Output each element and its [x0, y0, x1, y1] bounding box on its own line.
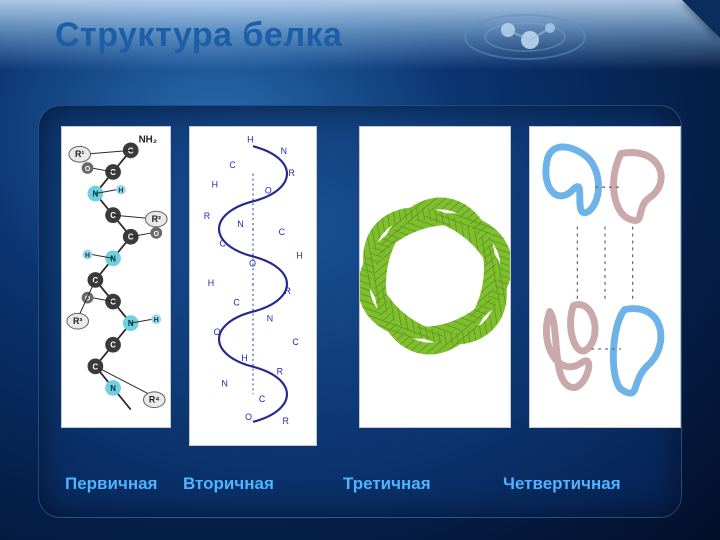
svg-text:R: R: [285, 286, 291, 296]
svg-text:H: H: [85, 252, 90, 259]
label-primary: Первичная: [65, 474, 175, 494]
svg-text:O: O: [245, 412, 252, 422]
corner-fold-icon: [682, 0, 720, 38]
label-secondary: Вторичная: [183, 474, 311, 494]
svg-text:N: N: [110, 254, 116, 263]
structure-panels: NH₂ C C N C C N C C N: [61, 126, 659, 446]
tertiary-structure-panel: [359, 126, 511, 428]
svg-text:H: H: [241, 353, 247, 363]
svg-text:C: C: [233, 298, 240, 308]
svg-text:C: C: [229, 160, 236, 170]
title-ribbon: Структура белка: [0, 0, 720, 70]
svg-text:R¹: R¹: [75, 149, 84, 159]
svg-text:N: N: [110, 384, 116, 393]
quaternary-structure-panel: [529, 126, 681, 428]
svg-text:C: C: [110, 341, 116, 350]
structure-labels: Первичная Вторичная Третичная Четвертичн…: [61, 474, 659, 494]
page-title: Структура белка: [55, 16, 342, 55]
svg-text:C: C: [279, 227, 286, 237]
svg-text:N: N: [267, 313, 273, 323]
svg-text:R⁴: R⁴: [149, 395, 160, 405]
label-tertiary: Третичная: [343, 474, 495, 494]
content-panel: NH₂ C C N C C N C C N: [38, 105, 682, 518]
secondary-structure-panel: HNC RHO RNC CHO HRC NOC HRN COR: [189, 126, 317, 446]
svg-text:R: R: [204, 211, 210, 221]
primary-structure-panel: NH₂ C C N C C N C C N: [61, 126, 171, 428]
svg-text:H: H: [154, 317, 159, 324]
svg-text:H: H: [247, 134, 253, 144]
svg-text:O: O: [249, 258, 256, 268]
slide: Структура белка NH₂ C: [0, 0, 720, 540]
svg-text:C: C: [292, 337, 299, 347]
svg-text:R: R: [283, 416, 289, 426]
svg-text:O: O: [265, 185, 272, 195]
quaternary-subunits-icon: [530, 126, 680, 428]
svg-text:H: H: [212, 180, 218, 190]
svg-text:C: C: [259, 394, 266, 404]
svg-text:C: C: [110, 297, 116, 306]
primary-chain-icon: NH₂ C C N C C N C C N: [62, 126, 170, 428]
svg-text:R²: R²: [152, 214, 161, 224]
label-quaternary: Четвертичная: [503, 474, 655, 494]
svg-text:R³: R³: [73, 316, 82, 326]
svg-text:C: C: [110, 168, 116, 177]
svg-text:R: R: [288, 168, 294, 178]
molecule-emblem-icon: [460, 10, 590, 65]
svg-text:O: O: [154, 231, 160, 238]
svg-text:NH₂: NH₂: [139, 134, 158, 145]
svg-text:N: N: [237, 219, 243, 229]
svg-text:H: H: [118, 188, 123, 195]
svg-text:N: N: [222, 378, 228, 388]
svg-text:H: H: [208, 278, 214, 288]
svg-text:O: O: [214, 327, 221, 337]
svg-text:R: R: [277, 367, 283, 377]
svg-text:N: N: [281, 146, 287, 156]
svg-text:O: O: [85, 166, 91, 173]
secondary-helix-icon: HNC RHO RNC CHO HRC NOC HRN COR: [190, 126, 316, 446]
tertiary-ribbon-icon: [360, 126, 510, 428]
svg-text:C: C: [220, 239, 227, 249]
svg-text:H: H: [296, 250, 302, 260]
